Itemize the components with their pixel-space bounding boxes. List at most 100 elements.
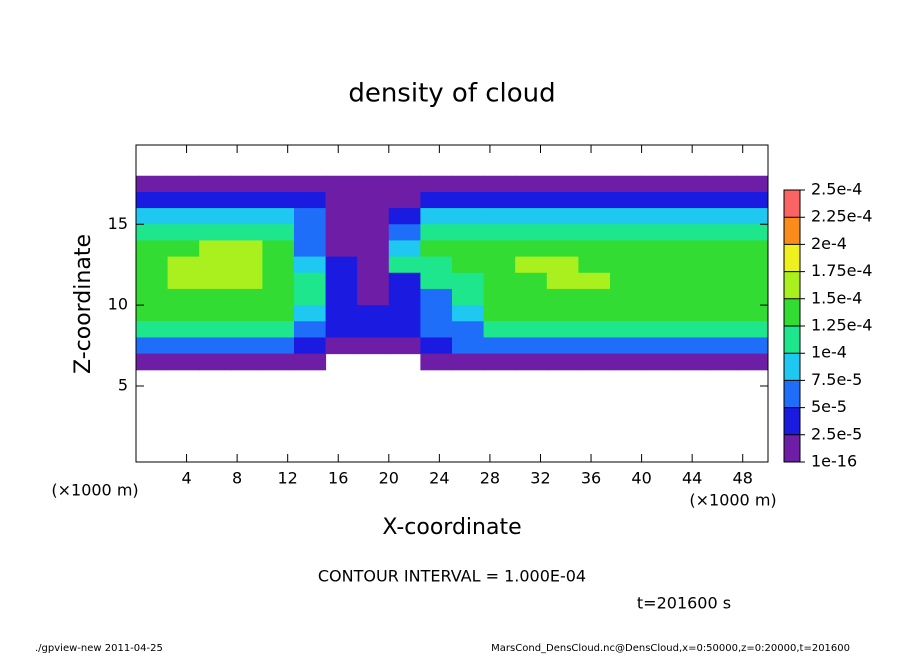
- heat-cell: [673, 208, 706, 225]
- heat-cell: [136, 224, 169, 241]
- footer-right: MarsCond_DensCloud.nc@DensCloud,x=0:5000…: [491, 643, 850, 654]
- heat-cell: [673, 353, 706, 371]
- heat-cell: [704, 256, 737, 274]
- heat-cell: [294, 175, 327, 193]
- heat-cell: [578, 353, 611, 371]
- heat-cell: [641, 208, 674, 225]
- heat-cell: [673, 240, 706, 258]
- heat-cell: [325, 272, 358, 290]
- heat-cell: [136, 175, 169, 193]
- x-unit-label: (×1000 m): [689, 491, 776, 510]
- heat-cell: [199, 240, 232, 258]
- footer-left: ./gpview-new 2011-04-25: [35, 643, 163, 654]
- heat-cell: [357, 305, 390, 322]
- heat-cell: [167, 208, 200, 225]
- heat-cell: [452, 288, 485, 306]
- heat-cell: [136, 208, 169, 225]
- heat-cell: [136, 337, 169, 355]
- colorbar-swatch: [784, 353, 800, 381]
- y-tick-label: 10: [108, 295, 128, 314]
- heat-cell: [420, 305, 453, 322]
- heat-cell: [294, 272, 327, 290]
- heat-cell: [452, 240, 485, 258]
- heat-cell: [294, 191, 327, 209]
- heat-cell: [483, 240, 516, 258]
- heat-cell: [357, 224, 390, 241]
- heat-cell: [199, 353, 232, 371]
- heat-cell: [578, 208, 611, 225]
- colorbar-swatch: [784, 244, 800, 272]
- heat-cell: [610, 191, 643, 209]
- heat-cell: [452, 272, 485, 290]
- heat-cell: [546, 240, 579, 258]
- heat-cell: [325, 337, 358, 355]
- heat-cell: [388, 240, 421, 258]
- heat-cell: [388, 191, 421, 209]
- heat-cell: [325, 175, 358, 193]
- heat-cell: [483, 224, 516, 241]
- heat-cell: [578, 288, 611, 306]
- heat-cell: [610, 337, 643, 355]
- heat-cell: [230, 191, 263, 209]
- heat-cell: [610, 240, 643, 258]
- heat-cell: [357, 175, 390, 193]
- heat-cell: [641, 175, 674, 193]
- x-tick-label: 24: [429, 469, 449, 488]
- heat-cell: [641, 288, 674, 306]
- heat-cell: [704, 208, 737, 225]
- heat-cell: [452, 191, 485, 209]
- heat-cell: [641, 337, 674, 355]
- heat-cell: [578, 224, 611, 241]
- heat-cell: [515, 256, 548, 274]
- heat-cell: [704, 272, 737, 290]
- heat-cell: [262, 240, 295, 258]
- heat-cell: [167, 305, 200, 322]
- heat-cell: [167, 288, 200, 306]
- heat-cell: [294, 240, 327, 258]
- heat-cell: [641, 191, 674, 209]
- heat-cell: [515, 321, 548, 338]
- heat-cell: [325, 321, 358, 338]
- heat-cell: [736, 208, 769, 225]
- heat-cell: [262, 272, 295, 290]
- y-axis-label: Z-coordinate: [71, 234, 96, 374]
- heat-cell: [388, 224, 421, 241]
- heat-cell: [357, 240, 390, 258]
- heat-cell: [546, 305, 579, 322]
- heat-cell: [452, 256, 485, 274]
- heat-cell: [136, 272, 169, 290]
- heat-cell: [262, 175, 295, 193]
- heat-cell: [325, 224, 358, 241]
- heat-cell: [167, 240, 200, 258]
- heat-cell: [704, 321, 737, 338]
- heat-cell: [199, 272, 232, 290]
- heat-cell: [578, 272, 611, 290]
- x-tick-label: 44: [682, 469, 702, 488]
- heat-cell: [546, 353, 579, 371]
- heat-cell: [673, 337, 706, 355]
- heat-cell: [483, 321, 516, 338]
- heat-cell: [610, 208, 643, 225]
- heat-cell: [388, 305, 421, 322]
- heat-cell: [388, 337, 421, 355]
- heat-cell: [262, 353, 295, 371]
- x-tick-label: 8: [232, 469, 242, 488]
- heat-cell: [704, 305, 737, 322]
- heat-cell: [673, 175, 706, 193]
- heat-cell: [262, 208, 295, 225]
- colorbar-swatch: [784, 380, 800, 408]
- heat-cell: [704, 240, 737, 258]
- heat-cell: [610, 224, 643, 241]
- colorbar-label: 2.5e-4: [811, 180, 862, 199]
- colorbar-swatch: [784, 298, 800, 326]
- heat-cell: [641, 224, 674, 241]
- heat-cell: [578, 240, 611, 258]
- heat-cell: [515, 272, 548, 290]
- heat-cell: [230, 240, 263, 258]
- heat-cell: [515, 224, 548, 241]
- heat-cell: [641, 321, 674, 338]
- heat-cell: [199, 191, 232, 209]
- colorbar-label: 1e-16: [811, 452, 857, 471]
- heat-cell: [199, 224, 232, 241]
- heat-cell: [136, 321, 169, 338]
